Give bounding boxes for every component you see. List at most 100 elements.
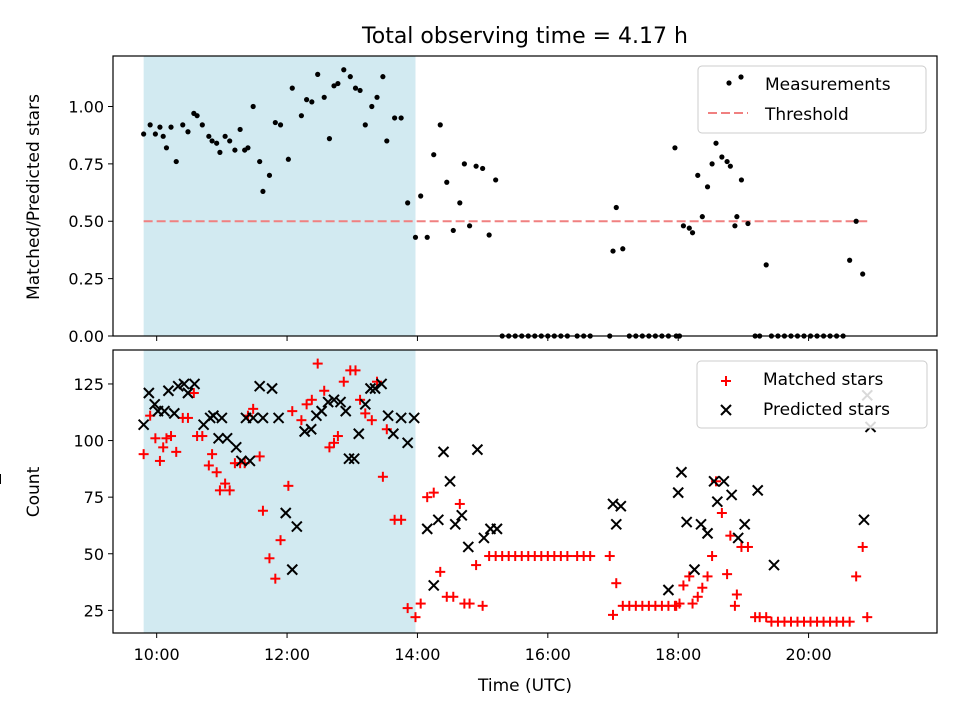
predicted-stars-point xyxy=(708,475,720,488)
matched-stars-point xyxy=(182,412,193,423)
predicted-stars-point xyxy=(688,563,701,576)
measurements-point xyxy=(374,94,380,100)
matched-stars-point xyxy=(448,591,459,602)
ratio-panel-ylabel: Matched/Predicted stars xyxy=(24,94,44,300)
matched-stars-point xyxy=(224,485,235,496)
matched-stars-point xyxy=(138,449,149,460)
predicted-stars-point xyxy=(725,489,738,501)
measurements-point xyxy=(437,122,443,128)
predicted-stars-point xyxy=(462,541,474,553)
predicted-stars-point xyxy=(610,518,622,531)
chart-title: Total observing time = 4.17 h xyxy=(361,24,688,49)
count-ytick-label: 100 xyxy=(73,432,104,451)
predicted-stars-point xyxy=(207,409,220,422)
measurements-point xyxy=(734,214,740,220)
predicted-stars-point xyxy=(266,382,278,395)
matched-stars-point xyxy=(402,603,413,614)
predicted-stars-point xyxy=(182,387,194,399)
ratio-legend: Measurements Threshold xyxy=(697,65,927,134)
legend-measurements-label: Measurements xyxy=(765,75,891,95)
matched-stars-point xyxy=(678,580,689,591)
predicted-stars-point xyxy=(221,432,233,445)
measurements-point xyxy=(412,234,419,240)
measurements-point xyxy=(285,156,291,162)
predicted-stars-point xyxy=(478,532,490,544)
legend-matched-marker xyxy=(721,376,731,386)
measurements-point xyxy=(272,119,278,126)
matched-stars-point xyxy=(301,399,312,410)
predicted-stars-point xyxy=(305,423,317,435)
predicted-stars-point xyxy=(471,443,484,456)
matched-stars-point xyxy=(435,566,446,577)
measurements-point xyxy=(493,177,499,183)
measurements-point xyxy=(686,225,692,231)
legend-measurements-marker xyxy=(726,80,732,86)
measurements-point xyxy=(380,74,386,80)
predicted-stars-point xyxy=(168,407,180,420)
predicted-stars-point xyxy=(286,563,298,576)
ratio-ytick-label: 0.00 xyxy=(68,327,104,346)
predicted-stars-point xyxy=(149,398,161,411)
measurements-point xyxy=(745,220,751,227)
x-axis-label: Time (UTC) xyxy=(477,676,572,696)
matched-stars-point xyxy=(188,388,199,399)
measurements-point xyxy=(209,138,215,144)
matched-stars-point xyxy=(844,616,855,627)
measurements-point xyxy=(457,200,463,206)
predicted-stars-point xyxy=(711,495,724,508)
matched-stars-point xyxy=(332,431,343,442)
matched-stars-point xyxy=(857,541,868,552)
count-panel-shaded-region xyxy=(143,350,416,633)
ratio-ytick-label: 1.00 xyxy=(68,97,104,116)
measurements-point xyxy=(613,204,619,211)
measurements-point xyxy=(341,67,347,73)
matched-stars-point xyxy=(287,406,298,417)
measurements-point xyxy=(315,71,321,77)
measurements-point xyxy=(431,152,437,158)
measurements-point xyxy=(695,172,701,178)
matched-stars-point xyxy=(257,505,268,516)
measurements-point xyxy=(194,113,200,119)
predicted-stars-point xyxy=(387,428,400,440)
matched-stars-point xyxy=(562,551,573,562)
measurements-point xyxy=(304,97,310,103)
matched-stars-point xyxy=(220,478,231,489)
predicted-stars-point xyxy=(359,398,371,411)
matched-stars-point xyxy=(166,431,177,442)
measurements-point xyxy=(168,124,174,130)
measurements-point xyxy=(418,193,424,199)
xtick-label: 10:00 xyxy=(134,645,180,664)
xtick-label: 14:00 xyxy=(394,645,440,664)
predicted-stars-point xyxy=(408,412,420,424)
predicted-stars-point xyxy=(858,514,870,526)
measurements-point xyxy=(763,262,769,268)
matched-stars-point xyxy=(697,582,708,593)
predicted-stars-point xyxy=(315,405,328,417)
legend-measurements-marker xyxy=(738,74,744,80)
measurements-point xyxy=(719,154,725,160)
matched-stars-point xyxy=(471,560,482,571)
predicted-stars-point xyxy=(353,428,365,440)
matched-stars-point xyxy=(264,553,275,564)
predicted-stars-point xyxy=(172,380,184,392)
predicted-stars-point xyxy=(257,412,269,424)
measurements-point xyxy=(309,99,315,105)
matched-stars-point xyxy=(454,498,465,509)
measurements-point xyxy=(369,103,375,110)
matched-stars-point xyxy=(851,571,862,582)
count-panel-ylabel: Count xyxy=(24,466,44,517)
predicted-stars-point xyxy=(212,432,225,445)
predicted-stars-point xyxy=(298,425,311,438)
predicted-stars-point xyxy=(328,394,340,406)
measurements-point xyxy=(266,172,273,178)
measurements-point xyxy=(727,163,733,169)
predicted-stars-point xyxy=(752,484,764,497)
count-ytick-label: 25 xyxy=(84,601,104,620)
measurements-point xyxy=(180,122,186,128)
matched-stars-point xyxy=(306,394,317,405)
measurements-point xyxy=(352,85,359,91)
predicted-stars-point xyxy=(369,382,381,395)
predicted-stars-point xyxy=(322,396,334,408)
measurements-point xyxy=(157,124,163,130)
predicted-stars-point xyxy=(701,527,714,540)
